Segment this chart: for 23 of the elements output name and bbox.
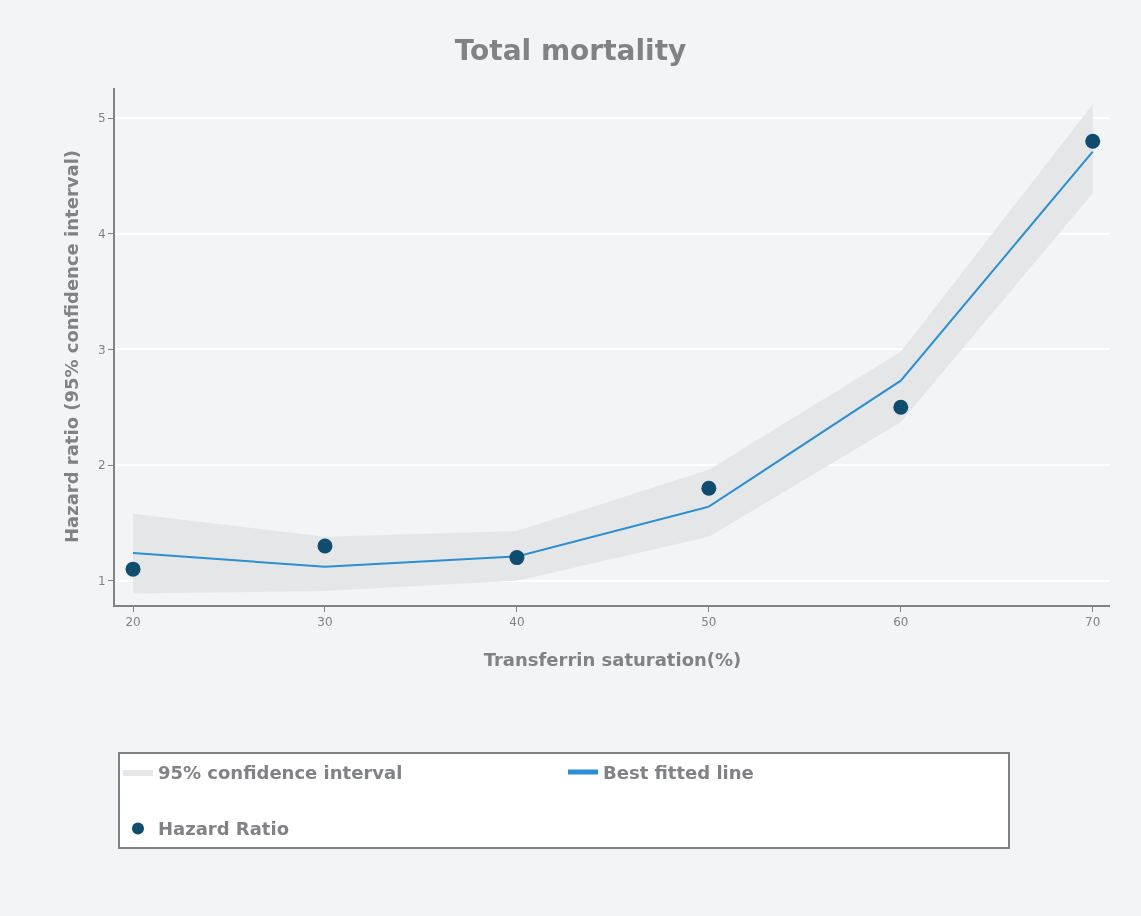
point: [509, 550, 525, 566]
point: [701, 480, 717, 496]
point: [1085, 133, 1101, 149]
x-tick-label: 40: [509, 615, 525, 630]
point: [125, 561, 141, 577]
y-tick-label: 2: [97, 458, 106, 473]
y-tick-label: 5: [97, 111, 106, 126]
x-tick-label: 30: [317, 615, 333, 630]
x-tick-label: 50: [701, 615, 717, 630]
y-axis-title: Hazard ratio (95% confidence interval): [60, 149, 82, 544]
x-tick-label: 60: [893, 615, 909, 630]
x-tick-label: 20: [125, 615, 141, 630]
x-axis-title: Transferrin saturation(%): [483, 649, 742, 670]
y-tick-label: 3: [97, 342, 106, 357]
x-tick-label: 70: [1085, 615, 1101, 630]
y-tick-label: 4: [97, 226, 106, 241]
legend-label: Best fitted line: [602, 762, 754, 784]
chart-title: Total mortality: [454, 34, 687, 68]
legend-label: 95% confidence interval: [157, 762, 403, 784]
point: [893, 399, 909, 415]
point: [317, 538, 333, 554]
legend-label: Hazard Ratio: [157, 818, 289, 840]
y-tick-label: 1: [97, 573, 106, 588]
